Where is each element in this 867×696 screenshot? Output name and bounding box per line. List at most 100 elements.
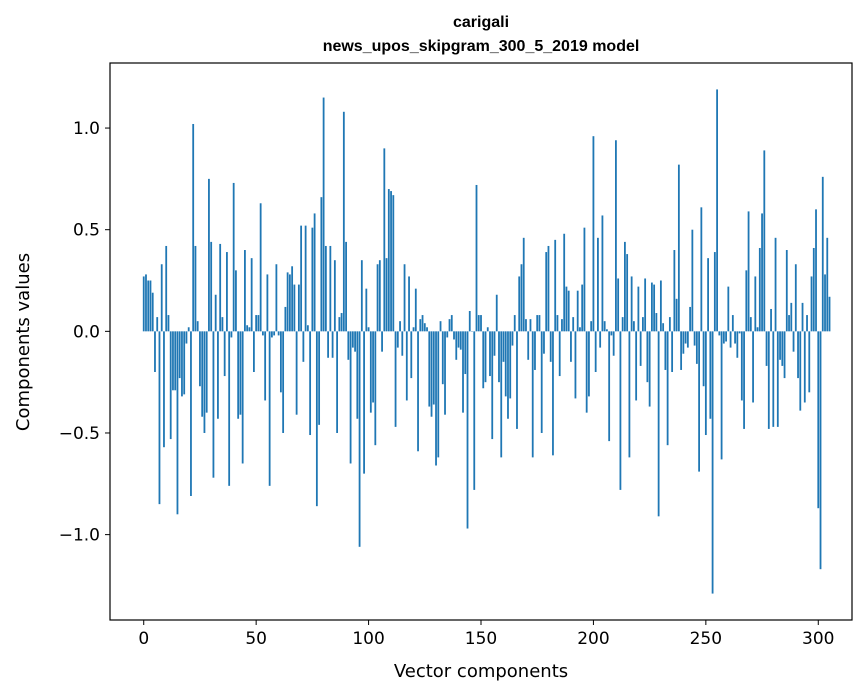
bar-267 [743, 331, 745, 429]
bar-272 [754, 276, 757, 332]
bar-97 [360, 260, 363, 332]
bar-242 [686, 331, 689, 348]
bar-38 [228, 331, 231, 486]
bar-283 [779, 331, 781, 360]
bar-54 [264, 331, 267, 401]
bar-138 [453, 331, 455, 340]
bar-263 [734, 331, 736, 344]
bar-102 [372, 331, 374, 403]
bar-240 [682, 331, 685, 354]
bar-137 [450, 315, 453, 332]
bar-221 [639, 331, 642, 366]
bar-155 [491, 331, 494, 440]
bar-291 [797, 331, 799, 379]
bar-198 [588, 331, 590, 397]
bar-207 [608, 331, 611, 442]
bar-204 [601, 215, 604, 332]
bar-229 [657, 331, 660, 517]
bar-19 [185, 331, 188, 344]
bar-10 [165, 245, 168, 332]
bar-7 [158, 331, 161, 505]
bar-61 [279, 331, 282, 393]
bar-201 [594, 331, 597, 372]
bar-98 [363, 331, 365, 474]
x-tick-label-4: 200 [577, 629, 609, 649]
bar-199 [590, 321, 593, 332]
bar-142 [462, 331, 464, 413]
bar-251 [707, 258, 709, 332]
bar-234 [668, 317, 671, 332]
bar-66 [291, 266, 294, 332]
bar-49 [253, 331, 255, 372]
bar-290 [794, 264, 797, 332]
bar-40 [232, 182, 235, 332]
bar-106 [381, 331, 383, 352]
bar-9 [163, 331, 165, 448]
bar-81 [324, 245, 327, 332]
bar-152 [484, 331, 487, 383]
bar-274 [758, 247, 761, 332]
bar-92 [349, 331, 352, 464]
bar-278 [767, 331, 770, 429]
bar-254 [713, 252, 716, 332]
bar-116 [403, 264, 406, 332]
bar-192 [574, 331, 577, 399]
bar-227 [653, 284, 656, 332]
bar-231 [662, 323, 665, 332]
bar-218 [633, 321, 635, 332]
bar-256 [718, 331, 721, 336]
bar-268 [745, 270, 748, 332]
bar-79 [320, 197, 323, 332]
bar-171 [527, 331, 530, 360]
bar-140 [457, 331, 460, 348]
bar-127 [428, 331, 431, 407]
bar-163 [509, 331, 512, 399]
bar-41 [235, 270, 237, 332]
plot-frame [109, 62, 853, 621]
bar-185 [558, 331, 561, 377]
bar-184 [556, 315, 559, 332]
bar-233 [666, 331, 669, 446]
bar-115 [401, 331, 404, 356]
bar-252 [709, 331, 712, 419]
bar-11 [167, 315, 170, 332]
bar-285 [783, 331, 786, 379]
bar-101 [369, 331, 372, 413]
bar-30 [210, 241, 213, 332]
bar-110 [390, 191, 392, 332]
bar-280 [772, 331, 775, 427]
bar-264 [736, 331, 739, 358]
bar-161 [504, 331, 507, 397]
bar-55 [266, 274, 269, 332]
y-axis: −1.0 −0.5 0.0 0.5 1.0 [59, 119, 110, 546]
bar-90 [345, 241, 347, 332]
bar-156 [493, 331, 496, 356]
bar-230 [659, 280, 662, 332]
bar-158 [498, 331, 500, 383]
bar-18 [183, 331, 186, 395]
bar-177 [540, 331, 543, 433]
bar-0 [142, 276, 145, 332]
bar-149 [477, 315, 480, 332]
bar-94 [354, 331, 356, 352]
bar-287 [788, 315, 790, 332]
bar-130 [435, 331, 437, 466]
bar-16 [178, 331, 181, 379]
bar-271 [752, 331, 754, 403]
bar-235 [671, 331, 674, 372]
bar-51 [257, 315, 260, 332]
bar-215 [626, 254, 629, 332]
y-tick-label-3: 0.5 [73, 221, 100, 241]
bar-22 [192, 123, 195, 332]
bar-296 [808, 331, 811, 393]
bar-194 [579, 327, 581, 332]
bar-35 [221, 317, 224, 332]
bar-182 [552, 331, 554, 456]
bar-45 [244, 250, 246, 332]
bar-181 [549, 331, 552, 362]
bar-257 [720, 331, 723, 460]
bar-222 [641, 317, 644, 332]
bar-100 [367, 327, 370, 332]
bar-236 [673, 250, 676, 332]
